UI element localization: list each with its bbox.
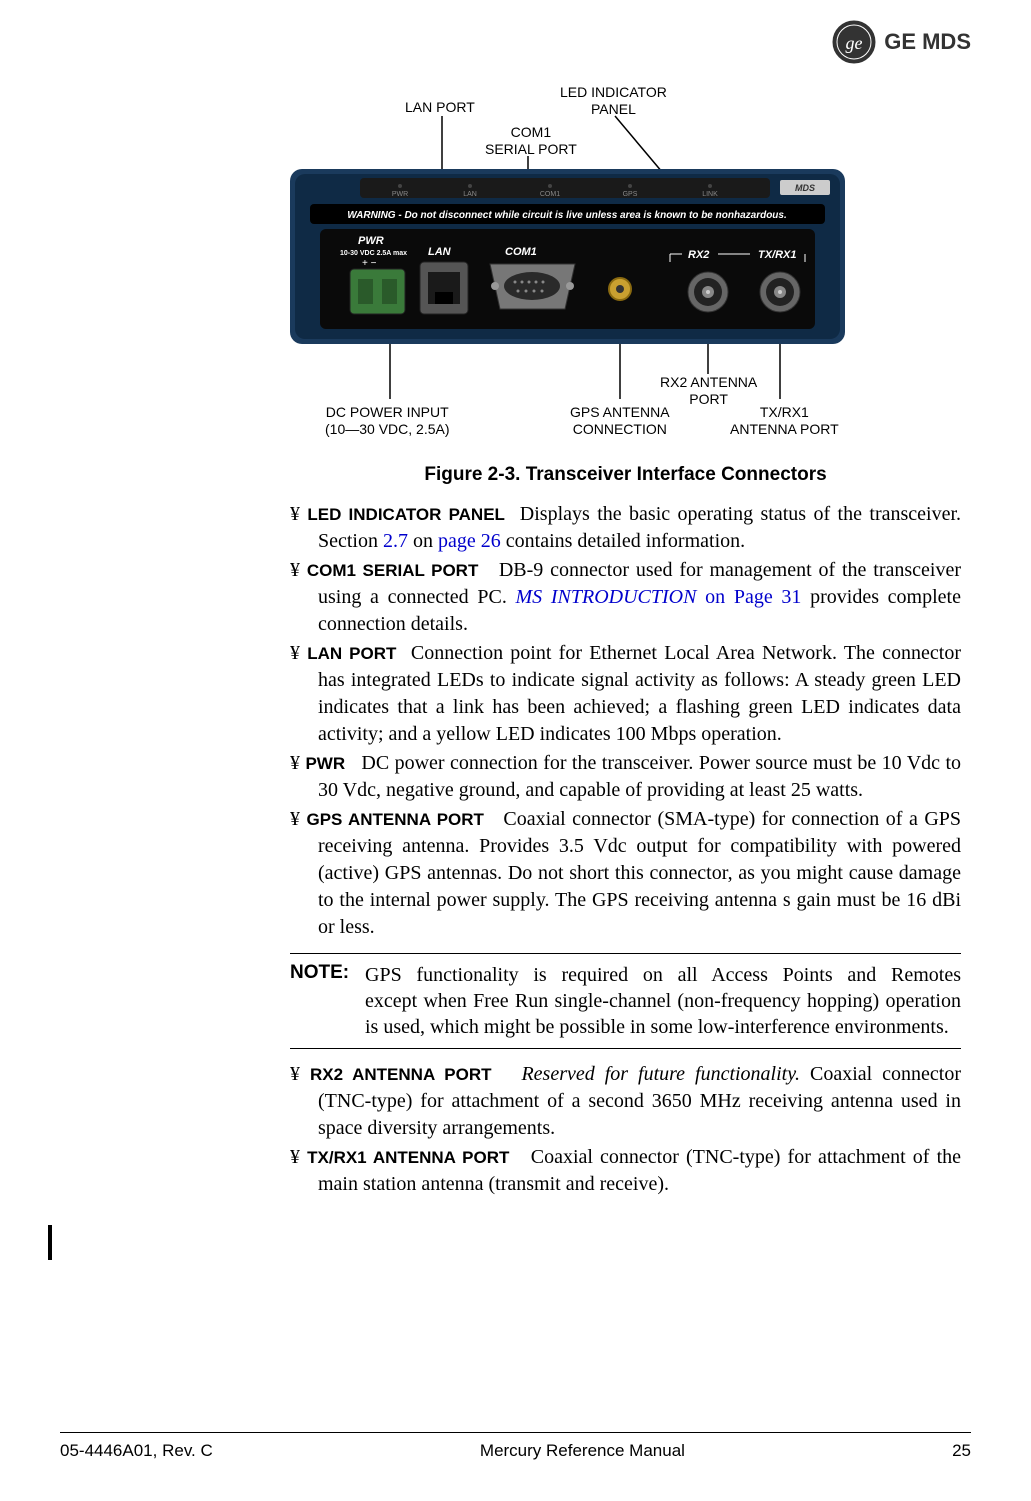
bullet-gps: ¥ GPS ANTENNA PORT Coaxial connector (SM… bbox=[290, 806, 961, 941]
page-footer: 05-4446A01, Rev. C Mercury Reference Man… bbox=[60, 1432, 971, 1461]
brand-text: GE MDS bbox=[884, 29, 971, 55]
page: ge GE MDS LAN PORT LED INDICATOR PANEL C… bbox=[0, 0, 1031, 1501]
link-section-2-7[interactable]: 2.7 bbox=[383, 530, 408, 552]
callout-led-panel: LED INDICATOR PANEL bbox=[560, 84, 667, 118]
footer-title: Mercury Reference Manual bbox=[480, 1441, 685, 1461]
page-header: ge GE MDS bbox=[60, 20, 971, 64]
bullet-com1: ¥ COM1 SERIAL PORT DB-9 connector used f… bbox=[290, 557, 961, 638]
footer-pagenum: 25 bbox=[952, 1441, 971, 1461]
callout-rx2: RX2 ANTENNA PORT bbox=[660, 374, 757, 408]
bullet-list: ¥ LED INDICATOR PANEL Displays the basic… bbox=[290, 501, 961, 941]
link-page-26[interactable]: page 26 bbox=[438, 530, 501, 552]
bullet-txrx1: ¥ TX/RX1 ANTENNA PORT Coaxial connector … bbox=[290, 1144, 961, 1198]
svg-text:10-30 VDC 2.5A max: 10-30 VDC 2.5A max bbox=[340, 250, 407, 257]
ge-mds-logo: ge GE MDS bbox=[832, 20, 971, 64]
bullet-pwr: ¥ PWR DC power connection for the transc… bbox=[290, 750, 961, 804]
svg-text:GPS: GPS bbox=[623, 191, 638, 198]
svg-text:LAN: LAN bbox=[428, 246, 452, 258]
bullet-rx2: ¥ RX2 ANTENNA PORT Reserved for future f… bbox=[290, 1061, 961, 1142]
content-column: LAN PORT LED INDICATOR PANEL COM1 SERIAL… bbox=[290, 84, 961, 1198]
svg-text:COM1: COM1 bbox=[540, 191, 560, 198]
note-label: NOTE: bbox=[290, 962, 365, 1040]
svg-text:WARNING - Do not disconnect wh: WARNING - Do not disconnect while circui… bbox=[347, 210, 787, 221]
bullet-lan-port: ¥ LAN PORT Connection point for Ethernet… bbox=[290, 640, 961, 748]
link-ms-introduction[interactable]: MS INTRODUCTION bbox=[516, 586, 697, 608]
svg-text:TX/RX1: TX/RX1 bbox=[758, 249, 797, 261]
callout-lan-port: LAN PORT bbox=[405, 99, 475, 116]
svg-text:MDS: MDS bbox=[795, 183, 815, 193]
svg-text:PWR: PWR bbox=[392, 191, 408, 198]
device-illustration: PWR LAN COM1 GPS LINK MDS WARNING - Do n… bbox=[290, 164, 845, 349]
svg-text:LINK: LINK bbox=[702, 191, 718, 198]
footer-docid: 05-4446A01, Rev. C bbox=[60, 1441, 213, 1461]
note-block: NOTE: GPS functionality is required on a… bbox=[290, 953, 961, 1049]
bullet-led-panel: ¥ LED INDICATOR PANEL Displays the basic… bbox=[290, 501, 961, 555]
ge-monogram-icon: ge bbox=[832, 20, 876, 64]
note-text: GPS functionality is required on all Acc… bbox=[365, 962, 961, 1040]
change-bar bbox=[48, 1225, 52, 1260]
svg-text:ge: ge bbox=[846, 33, 863, 53]
bullet-list-2: ¥ RX2 ANTENNA PORT Reserved for future f… bbox=[290, 1061, 961, 1198]
callout-com1: COM1 SERIAL PORT bbox=[485, 124, 577, 158]
svg-text:COM1: COM1 bbox=[505, 246, 537, 258]
callout-txrx1: TX/RX1 ANTENNA PORT bbox=[730, 404, 839, 438]
link-page-31[interactable]: on Page 31 bbox=[705, 586, 801, 608]
callout-dc-power: DC POWER INPUT (10—30 VDC, 2.5A) bbox=[325, 404, 450, 438]
callout-gps: GPS ANTENNA CONNECTION bbox=[570, 404, 670, 438]
svg-text:PWR: PWR bbox=[358, 235, 384, 247]
figure-area: LAN PORT LED INDICATOR PANEL COM1 SERIAL… bbox=[290, 84, 961, 454]
svg-text:RX2: RX2 bbox=[688, 249, 709, 261]
svg-text:+ −: + − bbox=[362, 258, 377, 269]
svg-text:LAN: LAN bbox=[463, 191, 477, 198]
figure-caption: Figure 2-3. Transceiver Interface Connec… bbox=[290, 464, 961, 486]
